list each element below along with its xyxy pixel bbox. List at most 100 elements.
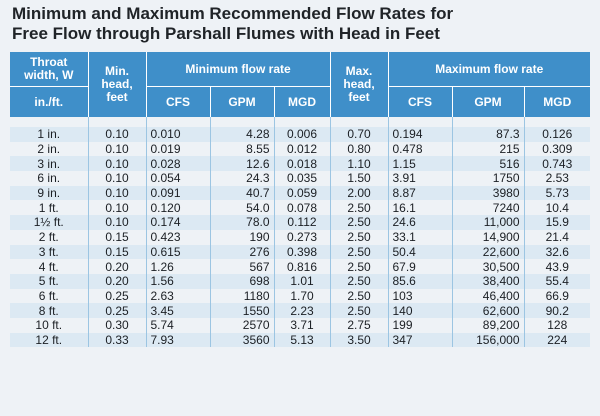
table-row: 6 ft. 0.25 2.63 1180 1.70 2.50 103 46,400 66.9 — [10, 288, 590, 304]
cell-max-gpm: 156,000 — [451, 332, 524, 348]
cell-max-mgd: 32.6 — [523, 244, 590, 260]
table-row: 5 ft. 0.20 1.56 698 1.01 2.50 85.6 38,400 55.4 — [10, 273, 590, 289]
cell-throat-width: 8 ft. — [10, 303, 88, 318]
cell-max-cfs: 140 — [387, 303, 452, 318]
cell-min-head: 0.10 — [87, 215, 146, 230]
cell-min-mgd: 0.078 — [273, 200, 330, 216]
cell-max-gpm: 22,600 — [451, 244, 524, 260]
title-line-2: Free Flow through Parshall Flumes with H… — [12, 24, 440, 43]
cell-max-gpm: 1750 — [451, 171, 524, 186]
cell-max-head: 1.50 — [329, 171, 388, 186]
cell-max-gpm: 215 — [451, 141, 524, 157]
cell-max-cfs: 16.1 — [387, 200, 452, 216]
cell-max-mgd: 128 — [523, 317, 590, 333]
cell-min-cfs: 0.019 — [145, 141, 210, 157]
header-throat-width: Throat width, W — [10, 52, 88, 87]
cell-throat-width: 5 ft. — [10, 273, 88, 289]
cell-max-cfs: 33.1 — [387, 229, 452, 245]
cell-min-gpm: 4.28 — [209, 127, 274, 142]
table-row: 1½ ft. 0.10 0.174 78.0 0.112 2.50 24.6 11,000 15… — [10, 215, 590, 230]
cell-min-cfs: 0.423 — [145, 229, 210, 245]
cell-max-mgd: 2.53 — [523, 171, 590, 186]
cell-max-head: 2.50 — [329, 200, 388, 216]
cell-max-mgd: 224 — [523, 332, 590, 348]
cell-max-gpm: 3980 — [451, 185, 524, 201]
table-row: 4 ft. 0.20 1.26 567 0.816 2.50 67.9 30,500 43.9 — [10, 259, 590, 274]
table-row: 2 in. 0.10 0.019 8.55 0.012 0.80 0.478 215 0.309 — [10, 141, 590, 157]
header-max-head: Max. head, feet — [329, 52, 388, 117]
cell-max-head: 2.50 — [329, 259, 388, 274]
cell-min-head: 0.25 — [87, 288, 146, 304]
cell-max-gpm: 38,400 — [451, 273, 524, 289]
cell-min-cfs: 0.615 — [145, 244, 210, 260]
cell-min-head: 0.25 — [87, 303, 146, 318]
cell-max-mgd: 43.9 — [523, 259, 590, 274]
table-row: 3 ft. 0.15 0.615 276 0.398 2.50 50.4 22,600 32.6 — [10, 244, 590, 260]
header-min-head: Min. head, feet — [87, 52, 146, 117]
cell-throat-width: 2 in. — [37, 142, 61, 157]
cell-min-mgd: 1.70 — [273, 288, 330, 304]
cell-min-cfs: 0.120 — [145, 200, 210, 216]
cell-max-gpm: 516 — [451, 156, 524, 172]
cell-max-gpm: 30,500 — [451, 259, 524, 274]
cell-min-mgd: 0.018 — [273, 156, 330, 172]
cell-max-mgd: 90.2 — [523, 303, 590, 318]
cell-min-mgd: 3.71 — [273, 317, 330, 333]
cell-min-mgd: 0.273 — [273, 229, 330, 245]
cell-max-gpm: 14,900 — [451, 229, 524, 245]
cell-min-cfs: 0.091 — [145, 185, 210, 201]
cell-throat-width: 12 ft. — [10, 332, 88, 348]
cell-max-head: 1.10 — [329, 156, 388, 172]
cell-min-gpm: 3560 — [209, 332, 274, 348]
cell-min-gpm: 1550 — [209, 303, 274, 318]
cell-max-head: 2.50 — [329, 273, 388, 289]
page-title: Minimum and Maximum Recommended Flow Rat… — [12, 4, 592, 44]
cell-min-gpm: 12.6 — [209, 156, 274, 172]
cell-min-gpm: 698 — [209, 273, 274, 289]
cell-throat-width: 6 ft. — [38, 288, 59, 303]
cell-min-head: 0.20 — [87, 273, 146, 289]
cell-max-mgd: 5.73 — [523, 185, 590, 201]
cell-min-head: 0.10 — [87, 141, 146, 157]
table-row: 1 in. 0.10 0.010 4.28 0.006 0.70 0.194 87.3 0.12… — [10, 127, 590, 142]
cell-min-cfs: 1.26 — [145, 259, 210, 274]
cell-max-mgd: 21.4 — [523, 229, 590, 245]
cell-min-cfs: 1.56 — [145, 273, 210, 289]
cell-min-gpm: 190 — [209, 229, 274, 245]
cell-throat-width: 1 in. — [10, 127, 88, 142]
header-max-cfs: CFS — [387, 86, 452, 117]
header-min-cfs: CFS — [145, 86, 210, 117]
cell-max-cfs: 24.6 — [387, 215, 452, 230]
cell-throat-width: 3 ft. — [10, 244, 88, 260]
cell-max-mgd: 0.309 — [523, 141, 590, 157]
cell-min-gpm: 2570 — [209, 317, 274, 333]
cell-max-gpm: 11,000 — [451, 215, 524, 230]
cell-max-cfs: 67.9 — [387, 259, 452, 274]
cell-throat-width: 4 ft. — [38, 259, 59, 274]
cell-max-gpm: 46,400 — [451, 288, 524, 304]
header-max-mgd: MGD — [523, 86, 590, 117]
cell-min-mgd: 0.112 — [273, 215, 330, 230]
cell-max-mgd: 0.126 — [523, 127, 590, 142]
header-max-gpm: GPM — [451, 86, 524, 117]
cell-min-mgd: 2.23 — [273, 303, 330, 318]
cell-min-head: 0.30 — [87, 317, 146, 333]
cell-min-mgd: 0.006 — [273, 127, 330, 142]
cell-min-cfs: 5.74 — [145, 317, 210, 333]
cell-min-mgd: 0.035 — [273, 171, 330, 186]
cell-max-gpm: 87.3 — [451, 127, 524, 142]
cell-min-cfs: 0.028 — [145, 156, 210, 172]
cell-max-head: 2.50 — [329, 215, 388, 230]
cell-max-cfs: 347 — [387, 332, 452, 348]
cell-min-mgd: 0.059 — [273, 185, 330, 201]
cell-throat-width: 3 in. — [10, 156, 88, 172]
cell-min-head: 0.15 — [87, 244, 146, 260]
table-row: 6 in. 0.10 0.054 24.3 0.035 1.50 3.91 1750 2.53 — [10, 171, 590, 186]
cell-max-mgd: 15.9 — [523, 215, 590, 230]
cell-min-gpm: 1180 — [209, 288, 274, 304]
header-min-gpm: GPM — [209, 86, 274, 117]
cell-min-head: 0.33 — [87, 332, 146, 348]
cell-max-cfs: 50.4 — [387, 244, 452, 260]
cell-min-mgd: 0.398 — [273, 244, 330, 260]
